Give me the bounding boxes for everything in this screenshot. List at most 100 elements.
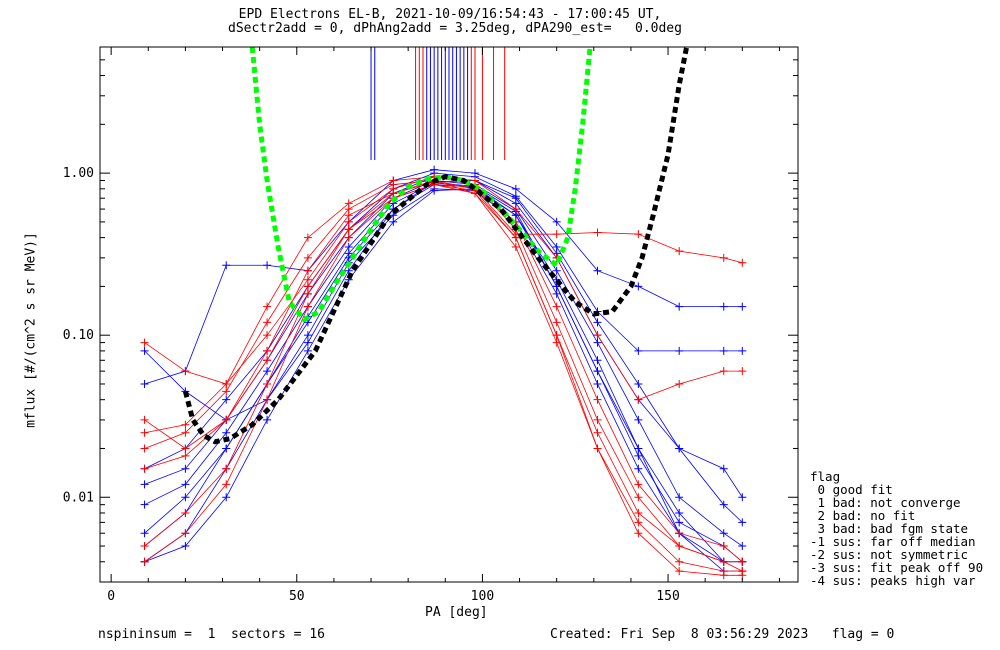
data-point (181, 420, 190, 429)
data-point (222, 464, 231, 473)
data-point (222, 379, 231, 388)
data-point (634, 379, 643, 388)
data-point (303, 331, 312, 340)
data-point (344, 199, 353, 208)
series-line (144, 180, 743, 572)
data-point (738, 518, 747, 527)
data-point (675, 508, 684, 517)
data-point (675, 567, 684, 576)
legend-item: -1 sus: far off median (810, 534, 976, 549)
data-point (593, 318, 602, 327)
data-point (738, 302, 747, 311)
data-point (263, 395, 272, 404)
legend-title: flag (810, 469, 841, 484)
data-point (303, 338, 312, 347)
data-point (181, 464, 190, 473)
data-point (263, 379, 272, 388)
data-point (738, 542, 747, 551)
data-point (552, 217, 561, 226)
y-tick-label: 0.10 (63, 328, 94, 343)
data-point (140, 415, 149, 424)
data-point (511, 233, 520, 242)
data-point (593, 228, 602, 237)
data-point (181, 367, 190, 376)
data-point (303, 266, 312, 275)
data-point (634, 493, 643, 502)
series-line (144, 169, 743, 385)
footer-spin-info: nspininsum = 1 sectors = 16 (98, 627, 325, 642)
series-line (144, 188, 743, 572)
series-line (144, 172, 743, 470)
data-point (140, 338, 149, 347)
data-point (511, 192, 520, 201)
data-point (222, 480, 231, 489)
data-point (552, 331, 561, 340)
data-point (222, 261, 231, 270)
data-point (181, 444, 190, 453)
legend-item: 2 bad: no fit (810, 508, 916, 523)
data-point (634, 415, 643, 424)
series-line (144, 184, 743, 572)
data-point (593, 415, 602, 424)
data-point (222, 415, 231, 424)
data-point (181, 493, 190, 502)
data-point (344, 225, 353, 234)
y-axis-label: mflux [#/(cm^2 s sr MeV)] (23, 232, 39, 428)
data-point (263, 415, 272, 424)
data-point (593, 444, 602, 453)
data-point (675, 379, 684, 388)
data-point (675, 518, 684, 527)
data-point (181, 508, 190, 517)
data-point (222, 428, 231, 437)
series-line (144, 180, 743, 547)
fit-curve (249, 46, 593, 323)
data-point (634, 451, 643, 460)
data-point (719, 500, 728, 509)
data-point (675, 542, 684, 551)
chart-marks (140, 46, 747, 580)
data-point (344, 211, 353, 220)
data-point (634, 230, 643, 239)
data-point (222, 493, 231, 502)
data-point (719, 302, 728, 311)
data-point (222, 444, 231, 453)
data-point (552, 243, 561, 252)
data-point (634, 480, 643, 489)
data-point (181, 428, 190, 437)
data-point (634, 395, 643, 404)
chart-title-line2: dSectr2add = 0, dPhAng2add = 3.25deg, dP… (228, 21, 682, 36)
data-point (181, 542, 190, 551)
chart-axes: 0 50 100 150 0.01 0.10 1.00 (63, 46, 798, 604)
data-point (719, 346, 728, 355)
data-point (719, 464, 728, 473)
data-point (738, 258, 747, 267)
data-point (222, 395, 231, 404)
data-point (470, 176, 479, 185)
data-point (344, 249, 353, 258)
data-point (140, 480, 149, 489)
data-point (634, 529, 643, 538)
data-point (675, 247, 684, 256)
data-point (140, 346, 149, 355)
data-point (719, 571, 728, 580)
series-line (144, 180, 743, 498)
data-point (593, 395, 602, 404)
data-point (181, 451, 190, 460)
data-point (181, 529, 190, 538)
data-point (303, 233, 312, 242)
data-point (140, 500, 149, 509)
data-point (738, 557, 747, 566)
x-tick-label: 50 (289, 589, 305, 604)
footer-created-info: Created: Fri Sep 8 03:56:29 2023 flag = … (550, 627, 895, 642)
legend-item: -2 sus: not symmetric (810, 547, 969, 562)
data-point (303, 346, 312, 355)
x-tick-label: 0 (107, 589, 115, 604)
data-point (552, 302, 561, 311)
series-line (144, 188, 743, 563)
data-point (140, 428, 149, 437)
legend-item: -3 sus: fit peak off 90 (810, 560, 984, 575)
data-point (263, 356, 272, 365)
data-point (140, 542, 149, 551)
series-line (144, 184, 743, 576)
data-point (140, 464, 149, 473)
